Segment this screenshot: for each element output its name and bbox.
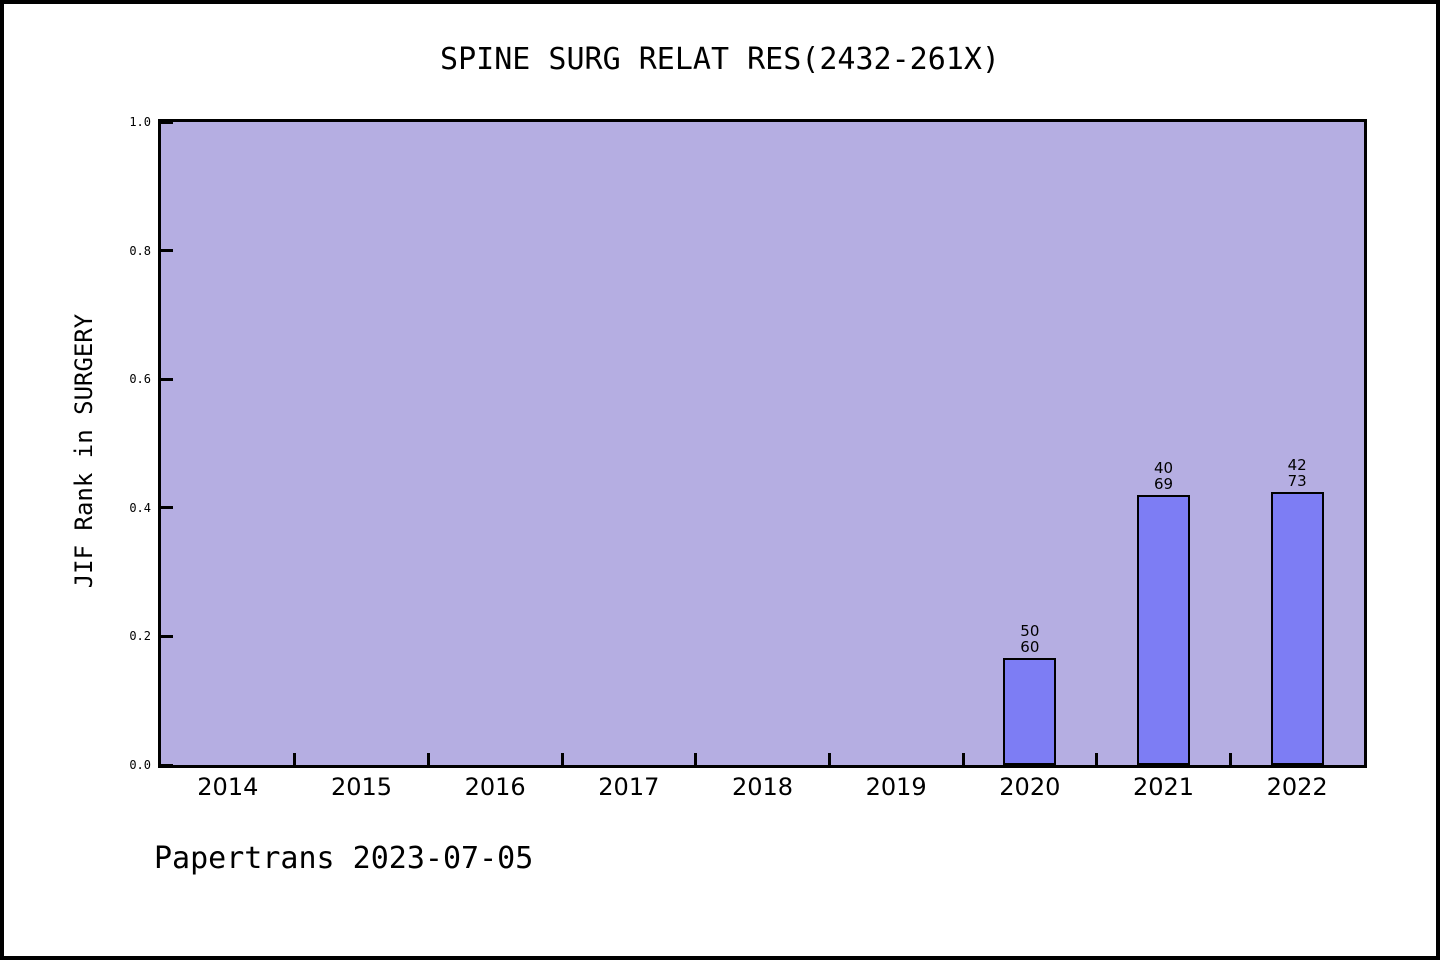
y-tick-label: 0.2 — [129, 629, 151, 644]
chart-title: SPINE SURG RELAT RES(2432-261X) — [440, 42, 1000, 77]
y-tick-label: 0.4 — [129, 500, 151, 515]
bar-value-line: 69 — [1153, 474, 1174, 493]
x-tick-label: 2022 — [1266, 773, 1328, 801]
x-tick-mark — [560, 753, 564, 765]
x-tick-label: 2020 — [999, 773, 1061, 801]
x-tick-mark — [961, 753, 965, 765]
bar-2022 — [1270, 491, 1324, 765]
bar-value-line: 50 — [1020, 621, 1040, 640]
x-tick-label: 2014 — [197, 773, 259, 801]
x-tick-label: 2015 — [330, 773, 393, 801]
y-tick-mark — [161, 249, 173, 253]
x-tick-label: 2017 — [598, 773, 660, 801]
x-tick-label: 2019 — [865, 773, 927, 801]
bar-value-label: 42 73 — [1288, 457, 1307, 489]
y-tick-mark — [161, 120, 173, 124]
y-tick-mark — [161, 763, 173, 767]
x-tick-mark — [1228, 753, 1232, 765]
bar-2021 — [1137, 494, 1190, 765]
y-axis-label: JIF Rank in SURGERY — [70, 313, 98, 589]
y-tick-label: 0.0 — [129, 758, 151, 772]
watermark-text: Papertrans 2023-07-05 — [154, 841, 534, 876]
y-tick-label: 1.0 — [129, 115, 151, 129]
bar-value-label: 40 69 — [1154, 460, 1173, 492]
y-tick-label: 0.8 — [129, 243, 151, 258]
bar-value-line: 73 — [1287, 471, 1307, 490]
bar-value-line: 40 — [1153, 458, 1174, 477]
bar-value-line: 42 — [1287, 455, 1307, 474]
x-tick-mark — [426, 753, 430, 765]
plot-area: 50 60 40 69 42 73 — [158, 119, 1367, 768]
x-tick-mark — [694, 753, 698, 765]
y-tick-mark — [161, 506, 173, 510]
x-tick-label: 2018 — [731, 773, 794, 801]
x-tick-mark — [293, 753, 297, 765]
x-tick-mark — [827, 753, 831, 765]
x-tick-label: 2021 — [1132, 773, 1195, 801]
bar-value-label: 50 60 — [1020, 623, 1039, 655]
bar-value-line: 60 — [1020, 637, 1040, 656]
x-tick-label: 2016 — [464, 773, 526, 801]
bar-2020 — [1003, 657, 1057, 765]
y-tick-label: 0.6 — [129, 372, 151, 387]
x-tick-mark — [1095, 753, 1099, 765]
y-tick-mark — [161, 377, 173, 381]
y-tick-mark — [161, 634, 173, 638]
